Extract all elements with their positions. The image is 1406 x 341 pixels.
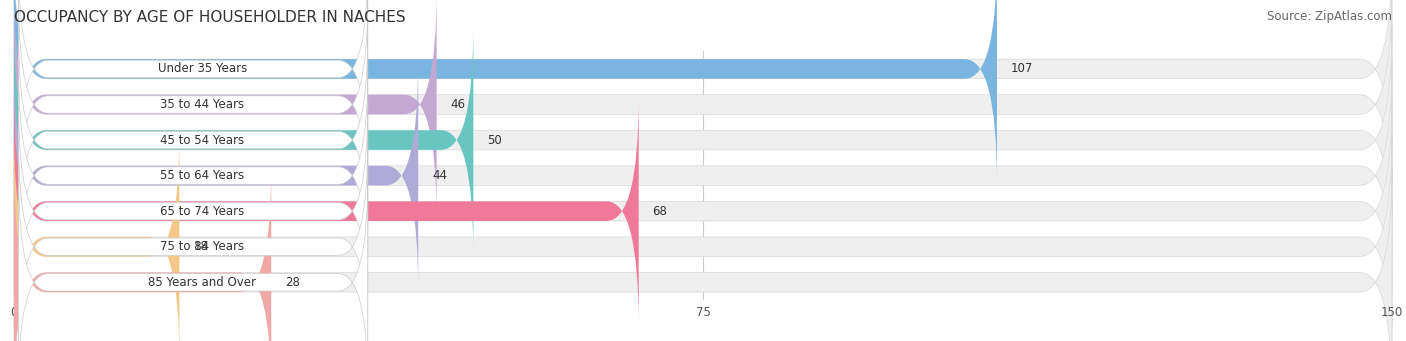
- FancyBboxPatch shape: [18, 177, 368, 341]
- Text: 44: 44: [432, 169, 447, 182]
- Text: OCCUPANCY BY AGE OF HOUSEHOLDER IN NACHES: OCCUPANCY BY AGE OF HOUSEHOLDER IN NACHE…: [14, 10, 406, 25]
- Text: 68: 68: [652, 205, 668, 218]
- FancyBboxPatch shape: [18, 142, 368, 341]
- FancyBboxPatch shape: [14, 25, 474, 255]
- Text: 35 to 44 Years: 35 to 44 Years: [160, 98, 245, 111]
- FancyBboxPatch shape: [18, 35, 368, 245]
- FancyBboxPatch shape: [14, 0, 997, 183]
- Text: 45 to 54 Years: 45 to 54 Years: [160, 134, 245, 147]
- FancyBboxPatch shape: [14, 25, 1392, 255]
- Text: 75 to 84 Years: 75 to 84 Years: [160, 240, 245, 253]
- FancyBboxPatch shape: [18, 106, 368, 316]
- FancyBboxPatch shape: [18, 0, 368, 174]
- Text: 65 to 74 Years: 65 to 74 Years: [160, 205, 245, 218]
- FancyBboxPatch shape: [18, 0, 368, 210]
- Text: 18: 18: [193, 240, 208, 253]
- FancyBboxPatch shape: [14, 168, 271, 341]
- FancyBboxPatch shape: [14, 132, 1392, 341]
- Text: 55 to 64 Years: 55 to 64 Years: [160, 169, 245, 182]
- FancyBboxPatch shape: [14, 168, 1392, 341]
- Text: 107: 107: [1011, 62, 1033, 75]
- Text: 85 Years and Over: 85 Years and Over: [149, 276, 256, 289]
- Text: Source: ZipAtlas.com: Source: ZipAtlas.com: [1267, 10, 1392, 23]
- Text: 46: 46: [450, 98, 465, 111]
- FancyBboxPatch shape: [18, 71, 368, 281]
- FancyBboxPatch shape: [14, 61, 418, 290]
- FancyBboxPatch shape: [14, 0, 1392, 219]
- FancyBboxPatch shape: [14, 97, 1392, 326]
- FancyBboxPatch shape: [14, 0, 1392, 183]
- FancyBboxPatch shape: [14, 97, 638, 326]
- Text: Under 35 Years: Under 35 Years: [157, 62, 247, 75]
- FancyBboxPatch shape: [14, 61, 1392, 290]
- FancyBboxPatch shape: [14, 132, 180, 341]
- FancyBboxPatch shape: [14, 0, 437, 219]
- Text: 50: 50: [486, 134, 502, 147]
- Text: 28: 28: [285, 276, 299, 289]
